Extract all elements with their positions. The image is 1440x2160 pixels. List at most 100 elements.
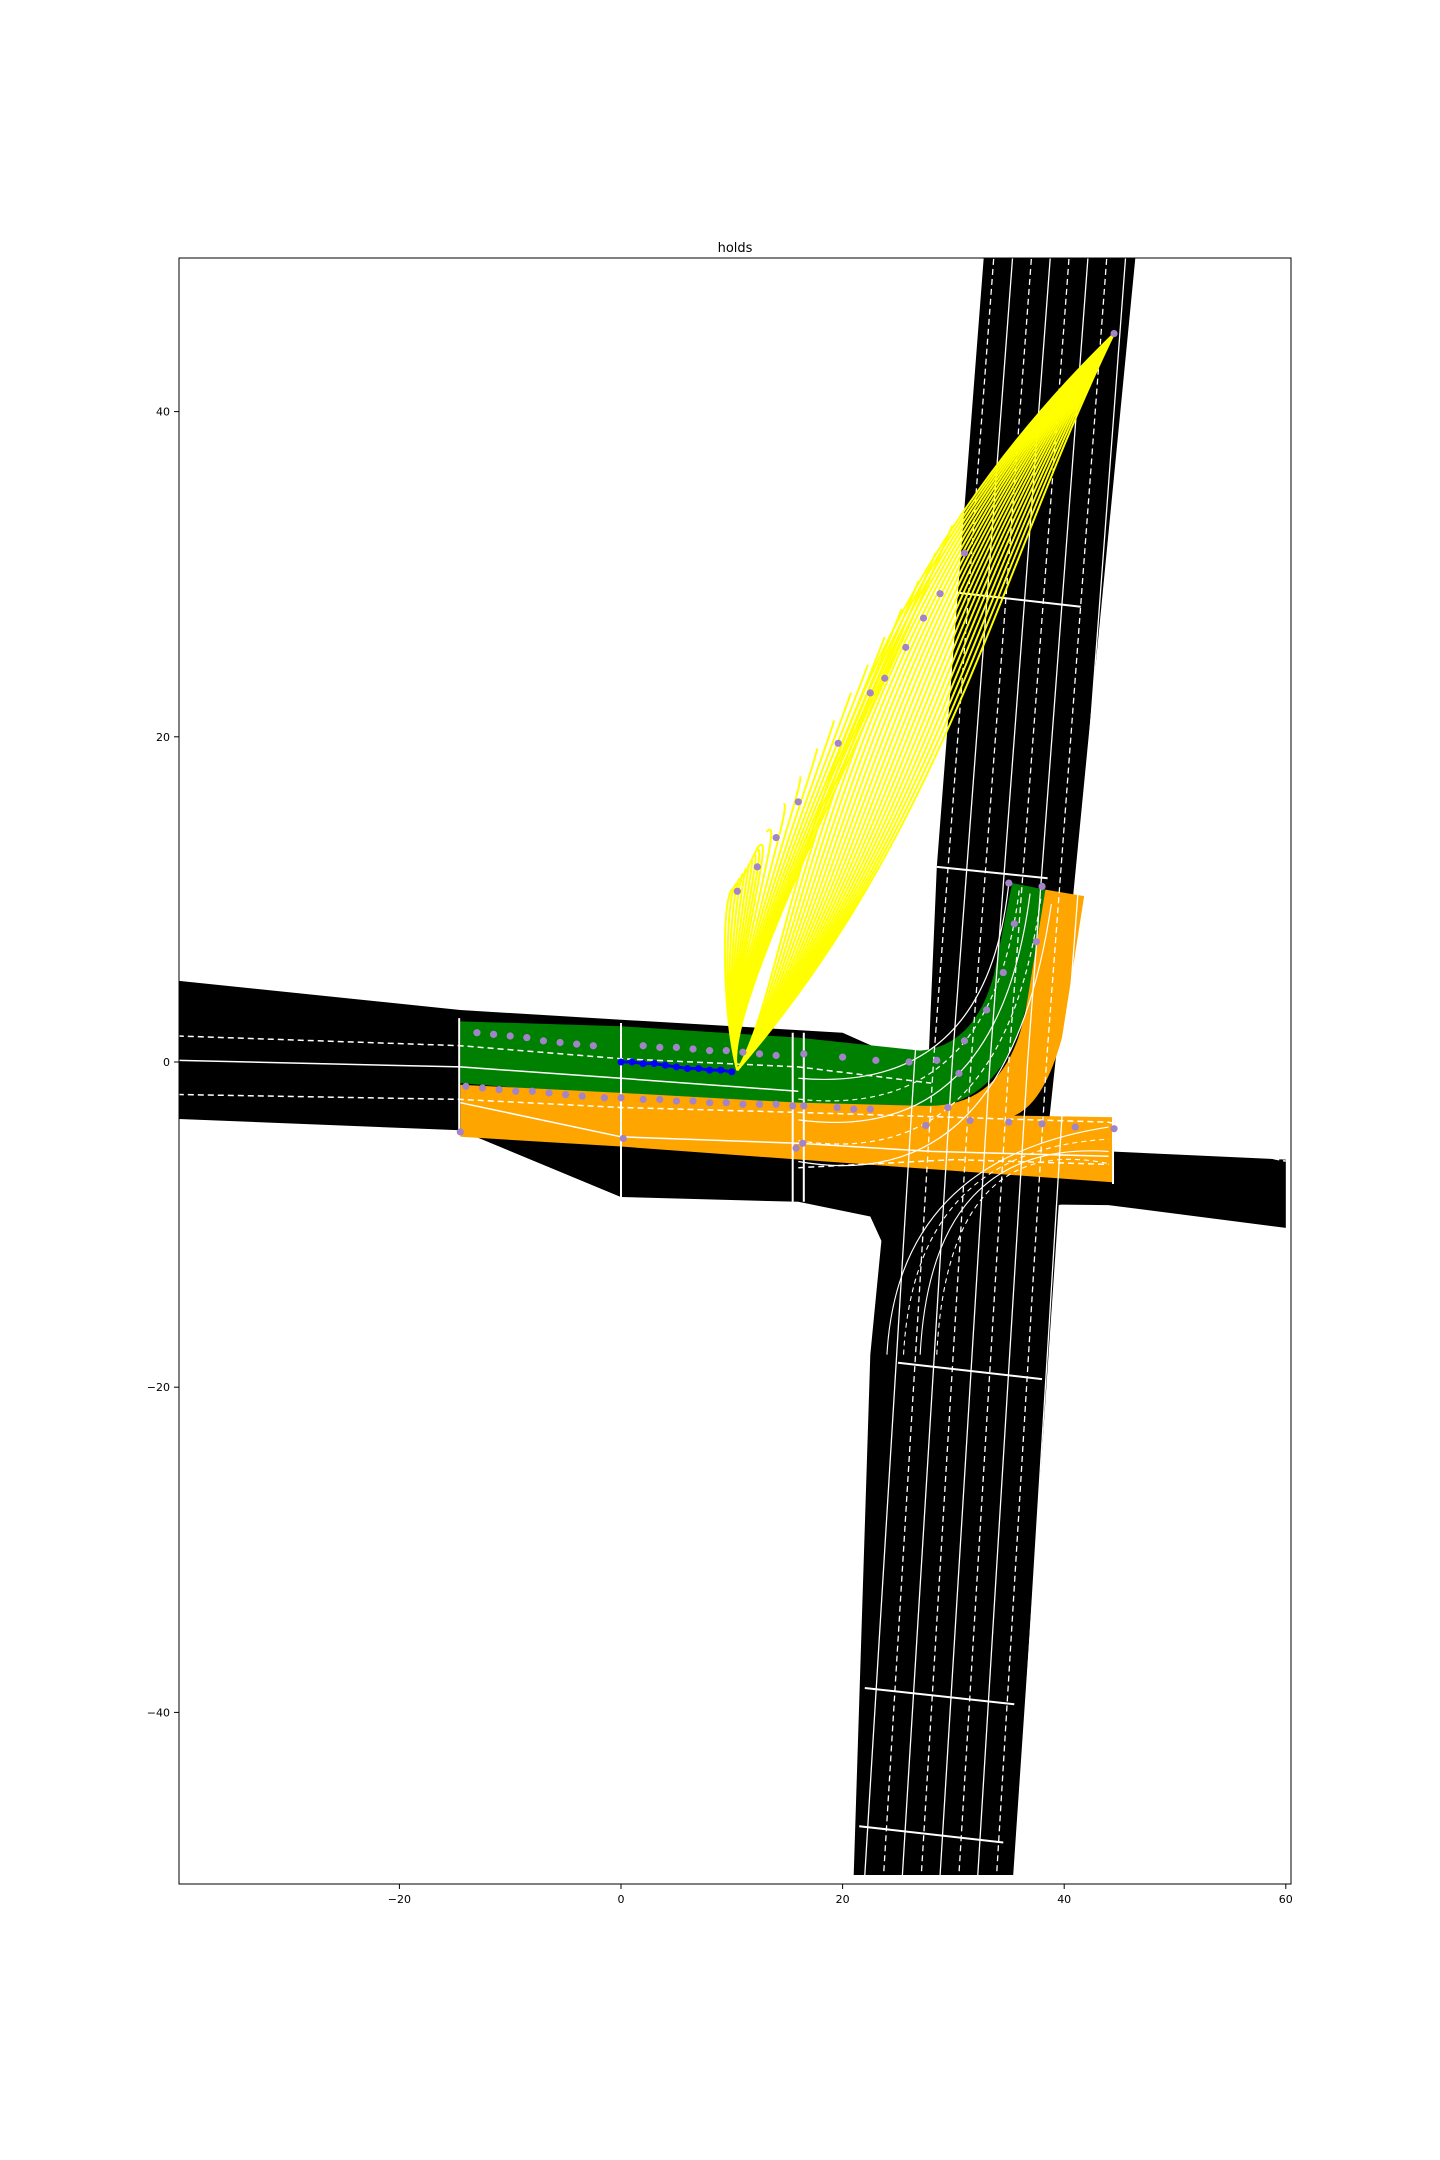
sample-point-bottom_misc-0 (456, 1128, 464, 1136)
sample-point-turn_points-5 (983, 1006, 991, 1014)
sample-point-green_row_upper-0 (473, 1029, 481, 1037)
lane-line-h-1 (179, 1093, 1286, 1162)
sample-point-orange_row_upper-18 (772, 1100, 780, 1108)
sample-point-green_row_upper-3 (523, 1034, 531, 1042)
lane-line-v-2 (901, 258, 1014, 1876)
boundary-line-4 (936, 865, 1048, 880)
sample-point-orange_row_upper-8 (600, 1094, 608, 1102)
ego-point-0 (617, 1058, 625, 1066)
sample-point-bottom_misc-2 (792, 1144, 800, 1152)
sample-point-turn_points-2 (1010, 920, 1018, 928)
y-tick-label-4: −40 (147, 1706, 170, 1719)
x-tick-label-3: 40 (1057, 1893, 1071, 1906)
sample-point-green_row_upper-2 (506, 1032, 514, 1040)
sample-point-green_row_upper-21 (933, 1056, 941, 1064)
sample-point-green_row_upper-8 (639, 1042, 647, 1050)
sample-point-orange_row_upper-10 (639, 1095, 647, 1103)
x-tick-label-2: 20 (836, 1893, 850, 1906)
plot-title: holds (718, 241, 753, 256)
boundary-line-5 (937, 589, 1081, 608)
sample-point-bottom_misc-7 (1038, 1120, 1046, 1128)
sample-point-green_row_upper-19 (872, 1056, 880, 1064)
turn-arc-se-0 (886, 1126, 1109, 1355)
sample-point-green_row_upper-15 (755, 1050, 764, 1058)
plot-frame (178, 257, 1292, 1885)
sample-point-green_row_upper-1 (489, 1030, 498, 1038)
road-flare-west (460, 1130, 621, 1197)
plot-area (179, 258, 1286, 1876)
sample-point-orange_row_upper-2 (495, 1086, 503, 1094)
sample-point-orange_row_upper-21 (833, 1103, 841, 1112)
ego-point-4 (661, 1061, 669, 1069)
ego-point-2 (639, 1060, 647, 1068)
turn-arc-se-3 (936, 1158, 1109, 1355)
sample-point-green_row_upper-4 (539, 1037, 548, 1045)
sample-point-orange_row_upper-9 (617, 1094, 625, 1102)
x-tick-label-0: −20 (388, 1893, 411, 1906)
sample-point-orange_row_upper-11 (656, 1095, 664, 1103)
sample-point-green_row_upper-7 (589, 1042, 597, 1050)
sample-point-bottom_misc-6 (1005, 1118, 1013, 1126)
sample-point-orange_row_upper-7 (578, 1092, 586, 1100)
sample-point-green_row_upper-16 (772, 1051, 780, 1060)
sample-point-bottom_misc-8 (1071, 1123, 1079, 1131)
sample-point-orange_row_upper-19 (789, 1102, 797, 1110)
candidate-trajectories (723, 332, 1115, 1071)
x-tick-label-1: 0 (618, 1893, 625, 1906)
ego-point-7 (695, 1065, 703, 1073)
sample-point-trajectory_endpoints-8 (919, 614, 928, 622)
sample-point-turn_points-6 (960, 1037, 969, 1045)
trajectory-21 (735, 333, 1115, 1071)
sample-point-trajectory_endpoints-3 (794, 798, 802, 806)
sample-point-green_row_upper-18 (839, 1053, 847, 1061)
sample-point-turn_points-1 (1038, 882, 1046, 890)
sample-point-green_row_upper-9 (656, 1043, 664, 1051)
y-tick-label-0: 40 (156, 406, 170, 419)
y-tick-label-2: 0 (163, 1056, 170, 1069)
lane-line-v-3 (920, 258, 1033, 1876)
turn-arc-0 (798, 883, 1010, 1080)
sample-point-orange_row_upper-0 (462, 1082, 470, 1090)
x-tick-label-4: 60 (1279, 1893, 1293, 1906)
y-tick-label-1: 20 (156, 731, 170, 744)
ego-point-10 (728, 1068, 736, 1076)
sample-point-turn_points-4 (999, 968, 1007, 977)
boundary-line-8 (859, 1825, 1004, 1844)
sample-point-trajectory_endpoints-4 (834, 739, 842, 747)
sample-point-turn_points-0 (1005, 879, 1013, 887)
sample-point-bottom_misc-1 (619, 1134, 627, 1143)
sample-point-orange_row_upper-4 (528, 1087, 536, 1095)
ego-point-6 (683, 1065, 691, 1073)
sample-point-orange_row_upper-16 (739, 1100, 747, 1108)
road-flare-south (870, 1184, 926, 1355)
sample-point-green_row_upper-6 (573, 1040, 581, 1048)
sample-point-green_row_upper-20 (905, 1058, 913, 1066)
sample-point-bottom_misc-5 (966, 1116, 974, 1125)
ego-point-9 (717, 1066, 725, 1074)
lane-line-v-0 (864, 258, 976, 1876)
sample-point-green_row_upper-10 (672, 1043, 681, 1051)
ego-track (617, 1058, 736, 1076)
sample-point-green_row_upper-11 (689, 1045, 697, 1053)
sample-point-orange_row_upper-23 (866, 1105, 874, 1113)
boundary-line-7 (864, 1687, 1015, 1706)
x-axis: −20 0 20 40 60 (388, 1884, 1293, 1906)
sample-point-orange_row_upper-13 (689, 1097, 697, 1105)
ego-point-5 (672, 1063, 680, 1071)
sample-point-trajectory_endpoints-5 (866, 689, 874, 697)
hold-region-primary (460, 883, 1046, 1108)
sample-point-trajectory_endpoints-9 (936, 590, 944, 598)
lane-line-v-8 (1014, 258, 1127, 1876)
sample-point-turn_points-8 (944, 1103, 952, 1112)
sample-point-orange_row_upper-22 (850, 1105, 858, 1113)
y-tick-label-3: −20 (147, 1381, 170, 1394)
sample-point-green_row_upper-13 (722, 1047, 730, 1055)
sample-point-turn_points-7 (955, 1069, 963, 1077)
sample-point-orange_row_upper-17 (755, 1100, 764, 1108)
sample-point-trajectory_endpoints-2 (772, 834, 780, 842)
road-flare-west-2 (571, 1151, 621, 1193)
sample-point-bottom_misc-4 (922, 1121, 930, 1130)
lane-line-h-3 (460, 1101, 1109, 1158)
turn-arc-4 (798, 903, 1052, 1167)
sample-point-bottom_misc-9 (1110, 1125, 1118, 1133)
